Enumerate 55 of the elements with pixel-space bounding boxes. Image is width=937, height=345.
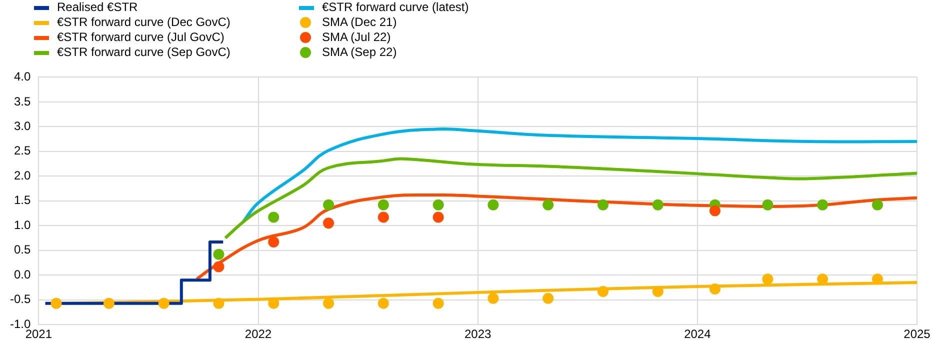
point: [762, 274, 774, 285]
point: [323, 298, 334, 309]
point: [488, 292, 499, 304]
point: [378, 199, 389, 210]
point: [762, 199, 774, 210]
point: [213, 298, 224, 309]
point: [709, 283, 720, 294]
point: [488, 199, 499, 210]
y-tick-label: 2.0: [14, 168, 31, 182]
point: [213, 261, 224, 272]
point: [323, 218, 334, 229]
point: [323, 199, 334, 210]
x-tick-label: 2025: [904, 327, 931, 342]
y-tick-label: 3.0: [14, 118, 31, 133]
legend-label: SMA (Jul 22): [322, 30, 391, 45]
point: [378, 298, 389, 309]
point: [158, 298, 170, 309]
point: [872, 199, 883, 210]
point: [103, 298, 114, 309]
point: [213, 248, 224, 260]
point: [652, 199, 664, 210]
line-series: [195, 193, 917, 281]
x-tick-label: 2022: [244, 327, 272, 342]
legend-label: SMA (Sep 22): [322, 45, 397, 60]
point: [872, 274, 883, 285]
point: [542, 199, 554, 210]
y-tick-label: 0.5: [14, 242, 31, 257]
x-tick-label: 2024: [684, 327, 712, 342]
legend-label: SMA (Dec 21): [322, 15, 397, 30]
point: [598, 199, 608, 210]
legend-label: €STR forward curve (Jul GovC): [57, 30, 224, 45]
y-tick-label: 4.0: [14, 70, 31, 84]
legend-label: €STR forward curve (Sep GovC): [57, 45, 230, 60]
legend-label: €STR forward curve (latest): [322, 0, 469, 15]
point: [378, 212, 389, 223]
legend-label: €STR forward curve (Dec GovC): [57, 15, 230, 30]
point: [432, 298, 444, 309]
point: [598, 286, 608, 297]
point: [542, 292, 554, 304]
point: [50, 298, 62, 309]
point: [432, 212, 444, 223]
point: [268, 212, 280, 223]
y-tick-label: -0.5: [10, 292, 31, 306]
point: [268, 236, 280, 248]
point: [709, 205, 720, 216]
y-tick-label: 1.5: [14, 193, 31, 208]
legend-label: Realised €STR: [57, 0, 138, 15]
y-tick-label: 1.0: [14, 218, 31, 232]
y-tick-label: 2.5: [14, 144, 31, 158]
point: [432, 199, 444, 210]
x-tick-label: 2023: [464, 327, 492, 342]
y-tick-label: 0.0: [14, 267, 31, 282]
point: [817, 199, 828, 210]
line-series: [224, 157, 917, 240]
y-tick-label: 3.5: [14, 94, 31, 108]
